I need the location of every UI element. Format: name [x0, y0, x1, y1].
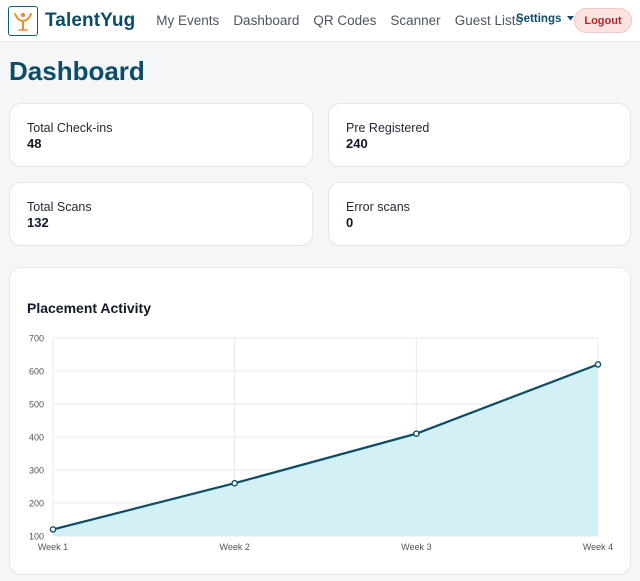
top-navbar: TalentYug My Events Dashboard QR Codes S…: [0, 0, 640, 42]
settings-label: Settings: [516, 13, 562, 25]
stat-value: 240: [346, 136, 368, 151]
stat-label: Pre Registered: [346, 121, 430, 135]
y-tick-label: 600: [29, 367, 44, 377]
stat-card-error-scans: Error scans 0: [328, 182, 631, 246]
nav-link-guest-lists[interactable]: Guest Lists: [454, 13, 523, 28]
stat-value: 0: [346, 215, 354, 230]
nav-link-dashboard[interactable]: Dashboard: [233, 13, 300, 28]
placement-activity-chart: 100 200 300 400 500 600 700 Week 1 Week 2 Week 3 W…: [29, 334, 613, 553]
logout-button[interactable]: Logout: [574, 8, 632, 33]
y-tick-label: 100: [29, 532, 44, 542]
data-point: [231, 479, 238, 487]
data-point: [49, 526, 57, 533]
nav-link-scanner[interactable]: Scanner: [390, 13, 441, 28]
x-tick-label: Week 3: [401, 542, 431, 552]
nav-links: My Events Dashboard QR Codes Scanner Gue…: [156, 13, 536, 28]
y-tick-label: 400: [29, 433, 44, 443]
y-tick-label: 500: [29, 400, 44, 410]
x-tick-label: Week 2: [219, 542, 249, 552]
x-tick-label: Week 1: [38, 542, 68, 552]
brand-name[interactable]: TalentYug: [45, 9, 136, 31]
nav-link-my-events[interactable]: My Events: [156, 13, 220, 28]
caret-down-icon: [566, 16, 574, 21]
stat-card-pre-registered: Pre Registered 240: [328, 103, 631, 167]
stat-card-total-checkins: Total Check-ins 48: [9, 103, 313, 167]
stat-label: Error scans: [346, 200, 410, 214]
stat-value: 48: [27, 136, 42, 151]
settings-dropdown[interactable]: Settings: [516, 13, 574, 25]
series-area: [53, 364, 598, 536]
stat-label: Total Scans: [27, 200, 92, 214]
stat-value: 132: [27, 215, 49, 230]
series-line: [52, 363, 599, 531]
page-title: Dashboard: [9, 56, 145, 86]
data-point: [594, 361, 602, 368]
placement-activity-card: Placement Activity 100 200 300 400 500 600 700…: [9, 267, 631, 575]
talentyug-logo-icon[interactable]: [8, 5, 38, 36]
data-point: [413, 430, 420, 437]
nav-link-qr-codes[interactable]: QR Codes: [313, 13, 377, 28]
stat-label: Total Check-ins: [27, 121, 113, 135]
y-tick-label: 300: [29, 466, 44, 476]
chart-title: Placement Activity: [27, 300, 151, 316]
x-tick-label: Week 4: [583, 542, 613, 552]
stat-card-total-scans: Total Scans 132: [9, 182, 313, 246]
y-tick-label: 200: [29, 499, 44, 509]
y-tick-label: 700: [29, 334, 44, 344]
